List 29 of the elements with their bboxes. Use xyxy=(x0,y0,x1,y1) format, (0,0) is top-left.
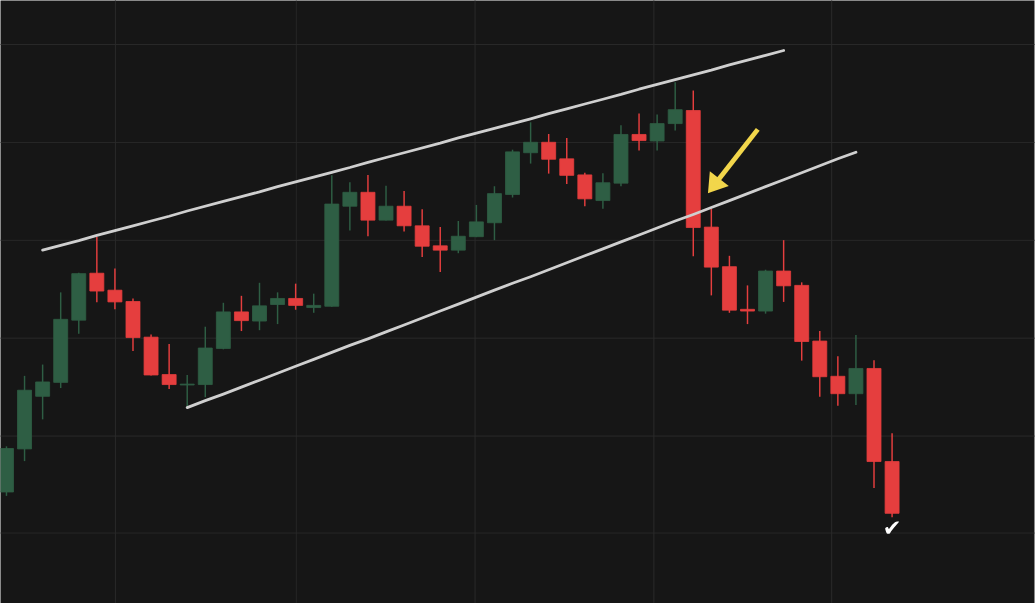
candlestick xyxy=(577,171,593,207)
candlestick xyxy=(252,281,267,331)
candlestick xyxy=(595,172,611,210)
candlestick xyxy=(649,113,665,152)
candlestick xyxy=(161,343,177,390)
candlestick xyxy=(89,236,105,303)
candlestick xyxy=(378,184,394,222)
candlestick xyxy=(667,81,683,132)
candlestick xyxy=(432,226,448,273)
candlestick xyxy=(306,292,322,314)
candlestick xyxy=(468,203,484,238)
candlestick xyxy=(288,282,304,311)
candlestick xyxy=(830,355,846,407)
candlestick xyxy=(342,181,358,232)
candlestick xyxy=(179,374,195,409)
candlestick xyxy=(414,208,430,258)
candlestick xyxy=(270,291,285,325)
candlestick xyxy=(35,363,51,420)
candlestick xyxy=(396,190,412,232)
text: ✔ xyxy=(885,521,899,534)
candlestick xyxy=(559,137,575,185)
candlestick xyxy=(450,220,466,254)
candlestick xyxy=(234,294,249,332)
candlestick xyxy=(740,284,755,325)
candlestick xyxy=(523,121,538,165)
candlestick xyxy=(631,112,647,152)
candlestick xyxy=(107,267,123,310)
candlestick xyxy=(776,239,792,303)
candlestick xyxy=(541,133,557,175)
